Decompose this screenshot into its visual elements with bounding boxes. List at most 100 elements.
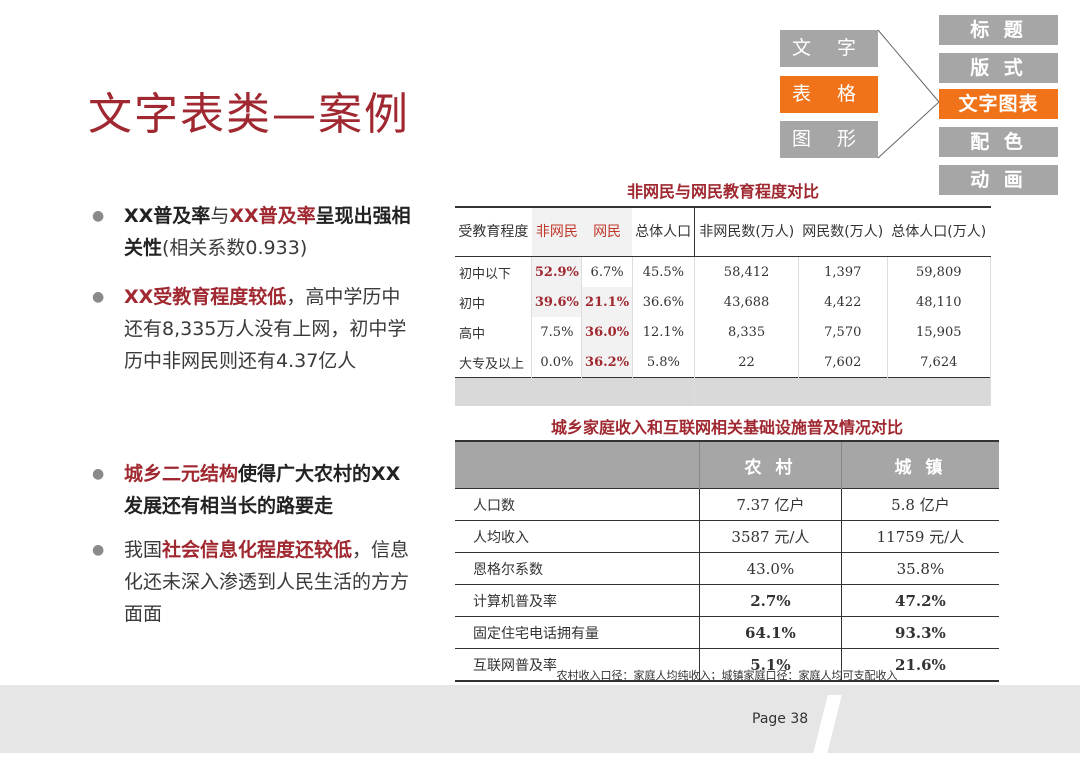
table-row: 大专及以上 0.0% 36.2% 5.8% 22 7,602 7,624 <box>455 347 992 378</box>
bullet-text: ，信息化还未深入渗透到人民生活的方方面面 <box>124 539 410 625</box>
page-title: 文字表类—案例 <box>88 89 410 140</box>
table-cell: 7,570 <box>798 317 888 347</box>
table-cell: 恩格尔系数 <box>455 552 700 585</box>
table2-caption: 城乡家庭收入和互联网相关基础设施普及情况对比 <box>550 418 903 437</box>
table-cell: 4,422 <box>798 287 888 317</box>
bullet-highlight: 城乡二元结构 <box>124 463 239 485</box>
table-cell: 36.6% <box>632 287 696 317</box>
table-cell: 52.9% <box>531 256 583 287</box>
table-row: 高中 7.5% 36.0% 12.1% 8,335 7,570 15,905 <box>455 317 992 347</box>
education-table: 受教育程度 非网民 网民 总体人口 非网民数(万人) 网民数(万人) 总体人口(… <box>455 206 992 406</box>
nav-item-graphic[interactable]: 图 形 <box>780 121 878 158</box>
table-row: 人均收入 3587 元/人 11759 元/人 <box>455 520 999 553</box>
table-cell: 64.1% <box>699 616 842 649</box>
table-cell: 6.7% <box>581 256 633 287</box>
table-cell: 21.1% <box>581 287 633 317</box>
table-cell: 人均收入 <box>455 520 700 553</box>
table-cell: 12.1% <box>632 317 696 347</box>
bullet-text: 呈现出强相关性 <box>124 205 411 259</box>
nav-item-layout[interactable]: 版 式 <box>939 53 1058 83</box>
table-header: 非网民数(万人) <box>694 206 799 257</box>
table-header: 总体人口 <box>632 206 695 257</box>
table-row: 计算机普及率 2.7% 47.2% <box>455 584 999 617</box>
table-cell: 5.8 亿户 <box>840 488 999 521</box>
table-header: 农 村 <box>699 441 842 489</box>
table-cell: 5.8% <box>632 347 696 378</box>
nav-item-title[interactable]: 标 题 <box>939 15 1058 45</box>
table-cell: 35.8% <box>840 552 999 585</box>
table-header: 网民 <box>581 206 633 257</box>
nav-item-text[interactable]: 文 字 <box>780 30 878 67</box>
table1-caption: 非网民与网民教育程度对比 <box>626 182 819 201</box>
table-header: 非网民 <box>531 206 582 257</box>
bullet-dot-icon: ● <box>92 289 105 305</box>
nav-item-table[interactable]: 表 格 <box>780 76 878 113</box>
table-header <box>455 441 700 489</box>
bullet-dot-icon: ● <box>92 466 105 482</box>
table-cell: 47.2% <box>840 584 999 617</box>
table-cell: 48,110 <box>887 287 992 317</box>
table-cell: 59,809 <box>887 256 992 287</box>
page-number: Page 38 <box>752 711 809 727</box>
table-cell: 7,624 <box>887 347 992 378</box>
table-cell: 45.5% <box>632 256 696 287</box>
nav-connector-lines <box>877 29 940 159</box>
table-row: 人口数 7.37 亿户 5.8 亿户 <box>455 488 999 521</box>
table-cell: 22 <box>694 347 800 378</box>
table-cell: 15,905 <box>887 317 992 347</box>
table-header: 总体人口(万人) <box>887 206 991 257</box>
table-cell: 36.2% <box>581 347 633 378</box>
table-cell: 0.0% <box>531 347 583 378</box>
table-cell: 43.0% <box>699 552 842 585</box>
table-cell: 21.6% <box>840 648 999 681</box>
table-row: 初中 39.6% 21.1% 36.6% 43,688 4,422 48,110 <box>455 287 992 317</box>
bullet-highlight: XX受教育程度较低 <box>124 286 287 308</box>
bullet-urban-rural: ● 城乡二元结构使得广大农村的XX发展还有相当长的路要走 <box>92 458 412 522</box>
bullet-text: XX普及率 <box>124 205 211 227</box>
bullet-informatization: ● 我国社会信息化程度还较低，信息化还未深入渗透到人民生活的方方面面 <box>92 534 412 630</box>
bullet-text: 我国 <box>124 539 163 561</box>
bullet-highlight: 社会信息化程度还较低 <box>162 539 353 561</box>
table-row: 恩格尔系数 43.0% 35.8% <box>455 552 999 585</box>
urban-rural-table: 农 村 城 镇 人口数 7.37 亿户 5.8 亿户 人均收入 3587 元/人… <box>455 440 999 682</box>
bullet-education: ● XX受教育程度较低，高中学历中还有8,335万人没有上网，初中学历中非网民则… <box>92 281 412 377</box>
table-cell: 58,412 <box>694 256 800 287</box>
table-cell: 39.6% <box>531 287 583 317</box>
table-cell: 36.0% <box>581 317 633 347</box>
nav-item-color[interactable]: 配 色 <box>939 127 1058 157</box>
table-header: 受教育程度 <box>455 206 532 257</box>
table-cell: 7.5% <box>531 317 583 347</box>
nav-item-animation[interactable]: 动 画 <box>939 165 1058 195</box>
table-header: 城 镇 <box>840 441 999 489</box>
table-cell: 固定住宅电话拥有量 <box>455 616 700 649</box>
table-cell: 高中 <box>455 317 533 347</box>
bullet-highlight: XX普及率 <box>229 205 316 227</box>
table-row: 互联网普及率 5.1% 21.6% <box>455 648 999 681</box>
bullet-text: 与 <box>210 205 230 227</box>
bullet-text: ，高中学历中还有8,335万人没有上网，初中学历中非网民则还有4.37亿人 <box>124 286 407 372</box>
table-cell: 计算机普及率 <box>455 584 700 617</box>
table-cell: 2.7% <box>699 584 842 617</box>
table-cell: 初中以下 <box>455 256 533 287</box>
table-cell: 大专及以上 <box>455 347 533 378</box>
nav-item-text-chart[interactable]: 文字图表 <box>939 89 1058 119</box>
table-row: 固定住宅电话拥有量 64.1% 93.3% <box>455 616 999 649</box>
footer-band <box>0 685 1080 753</box>
table-cell: 93.3% <box>840 616 999 649</box>
table-cell: 8,335 <box>694 317 800 347</box>
table-cell: 3587 元/人 <box>699 520 842 553</box>
table-cell: 初中 <box>455 287 533 317</box>
bullet-dot-icon: ● <box>92 208 105 224</box>
bullet-text: (相关系数0.933) <box>162 237 308 259</box>
table-cell: 7.37 亿户 <box>699 488 842 521</box>
bullet-dot-icon: ● <box>92 542 105 558</box>
table-cell: 7,602 <box>798 347 888 378</box>
table2-note: 农村收入口径：家庭人均纯收入；城镇家庭口径：家庭人均可支配收入 <box>556 669 898 682</box>
table-cell: 5.1% <box>699 648 842 681</box>
table-cell: 11759 元/人 <box>840 520 999 553</box>
table-header: 网民数(万人) <box>798 206 888 257</box>
table-cell: 43,688 <box>694 287 800 317</box>
table-row: 初中以下 52.9% 6.7% 45.5% 58,412 1,397 59,80… <box>455 256 992 287</box>
bullet-text: 使得广大农村的XX发展还有相当长的路要走 <box>124 463 401 517</box>
table-cell: 人口数 <box>455 488 700 521</box>
